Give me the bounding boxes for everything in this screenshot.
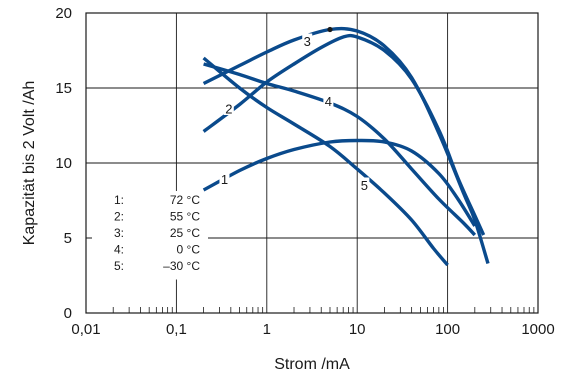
x-tick-label: 10 <box>349 321 366 338</box>
curve-label-bg <box>219 171 230 186</box>
x-tick-label: 1000 <box>521 321 554 338</box>
curve-label-1: 1 <box>221 172 228 187</box>
curve-label-bg <box>223 101 234 115</box>
curve-label-2: 2 <box>225 102 232 117</box>
x-tick-label: 1 <box>263 321 271 338</box>
legend-value: 55 °C <box>170 210 200 224</box>
curve-5-line <box>202 56 449 267</box>
x-axis-title: Strom /mA <box>274 356 350 373</box>
curve-1-line <box>202 138 477 227</box>
curve-labels: 1 2 3 4 5 <box>219 33 370 193</box>
legend-key: 2: <box>114 210 124 224</box>
y-tick-label: 10 <box>55 155 72 172</box>
legend-value: –30 °C <box>163 259 200 273</box>
minor-ticks <box>112 307 535 313</box>
legend-value: 25 °C <box>170 226 200 240</box>
y-tick-label: 0 <box>64 305 72 322</box>
y-tick-label: 20 <box>55 5 72 22</box>
legend-key: 4: <box>114 243 124 257</box>
peak-marker <box>327 26 333 33</box>
y-tick-label: 5 <box>64 230 72 247</box>
legend-key: 5: <box>114 259 124 273</box>
curve-3-line <box>202 26 490 264</box>
x-tick-label: 100 <box>435 321 460 338</box>
curve-label-3: 3 <box>304 34 311 49</box>
legend-value: 0 °C <box>177 243 201 257</box>
y-tick-label: 15 <box>55 80 72 97</box>
y-axis-title: Kapazität bis 2 Volt /Ah <box>21 81 38 246</box>
plot-frame <box>85 12 539 314</box>
legend-key: 1: <box>114 193 124 207</box>
x-tick-labels: 0,01 0,1 1 10 100 1000 <box>71 321 554 338</box>
curve-label-bg <box>359 177 370 192</box>
legend-box <box>92 191 208 280</box>
x-tick-label: 0,1 <box>166 321 187 338</box>
curve-label-5: 5 <box>361 178 368 193</box>
x-tick-label: 0,01 <box>71 321 100 338</box>
curves <box>202 26 490 267</box>
legend-key: 3: <box>114 226 124 240</box>
curve-label-bg <box>323 93 334 108</box>
legend-value: 72 °C <box>170 193 200 207</box>
y-tick-labels: 0 5 10 15 20 <box>55 5 72 322</box>
curve-label-4: 4 <box>325 94 332 109</box>
legend: 1: 72 °C 2: 55 °C 3: 25 °C 4: 0 °C 5: –30 °C <box>92 191 208 280</box>
curve-label-bg <box>302 33 313 48</box>
curve-4-line <box>203 62 477 237</box>
